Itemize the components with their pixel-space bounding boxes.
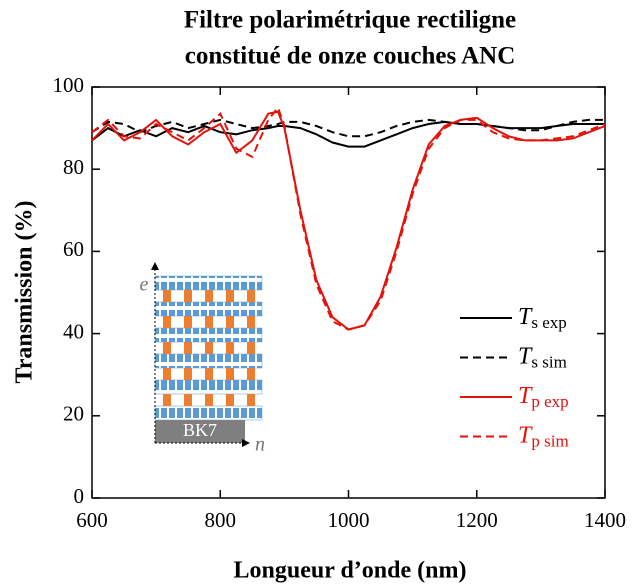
y-tick-label: 20: [63, 402, 84, 426]
series-line: [91, 120, 605, 148]
legend-label: Tp exp: [518, 383, 569, 411]
legend-label: Tp sim: [518, 422, 569, 450]
series-line: [91, 105, 606, 331]
legend-subscript: p sim: [531, 431, 568, 450]
inset-axis-label: n: [255, 434, 265, 456]
x-tick-label: 1200: [456, 508, 498, 532]
x-tick-label: 1000: [328, 508, 370, 532]
legend-symbol: T: [518, 422, 533, 448]
legend-symbol: T: [518, 343, 533, 369]
x-tick-label: 1400: [584, 508, 626, 532]
x-tick-label: 600: [76, 508, 108, 532]
y-tick-label: 0: [74, 484, 85, 508]
legend-subscript: s sim: [531, 352, 566, 371]
legend-subscript: s exp: [531, 313, 566, 332]
x-axis-label: Longueur d’onde (nm): [234, 558, 467, 584]
series-line: [91, 118, 605, 138]
x-tick-label: 800: [205, 508, 237, 532]
legend-symbol: T: [518, 383, 533, 409]
y-tick-label: 60: [63, 237, 84, 261]
chart-title: constitué de onze couches ANC: [185, 43, 516, 70]
y-tick-label: 100: [53, 73, 85, 97]
arrow-head: [242, 439, 250, 447]
inset-axis-label: e: [140, 274, 149, 296]
arrow-head: [151, 262, 159, 270]
legend-label: Ts exp: [518, 304, 567, 332]
y-axis-label: Transmission (%): [12, 201, 38, 384]
legend-label: Ts sim: [518, 343, 567, 371]
y-tick-label: 40: [63, 319, 84, 343]
y-tick-label: 80: [63, 155, 84, 179]
series-line: [91, 110, 606, 331]
legend-symbol: T: [518, 304, 533, 330]
chart-title: Filtre polarimétrique rectiligne: [184, 7, 516, 34]
legend-subscript: p exp: [531, 392, 568, 411]
layer-diagram: BK7 e n: [140, 262, 265, 456]
layers: [154, 275, 263, 421]
orange-layers: [163, 290, 255, 406]
substrate-label: BK7: [183, 420, 217, 440]
substrate: [155, 420, 245, 443]
